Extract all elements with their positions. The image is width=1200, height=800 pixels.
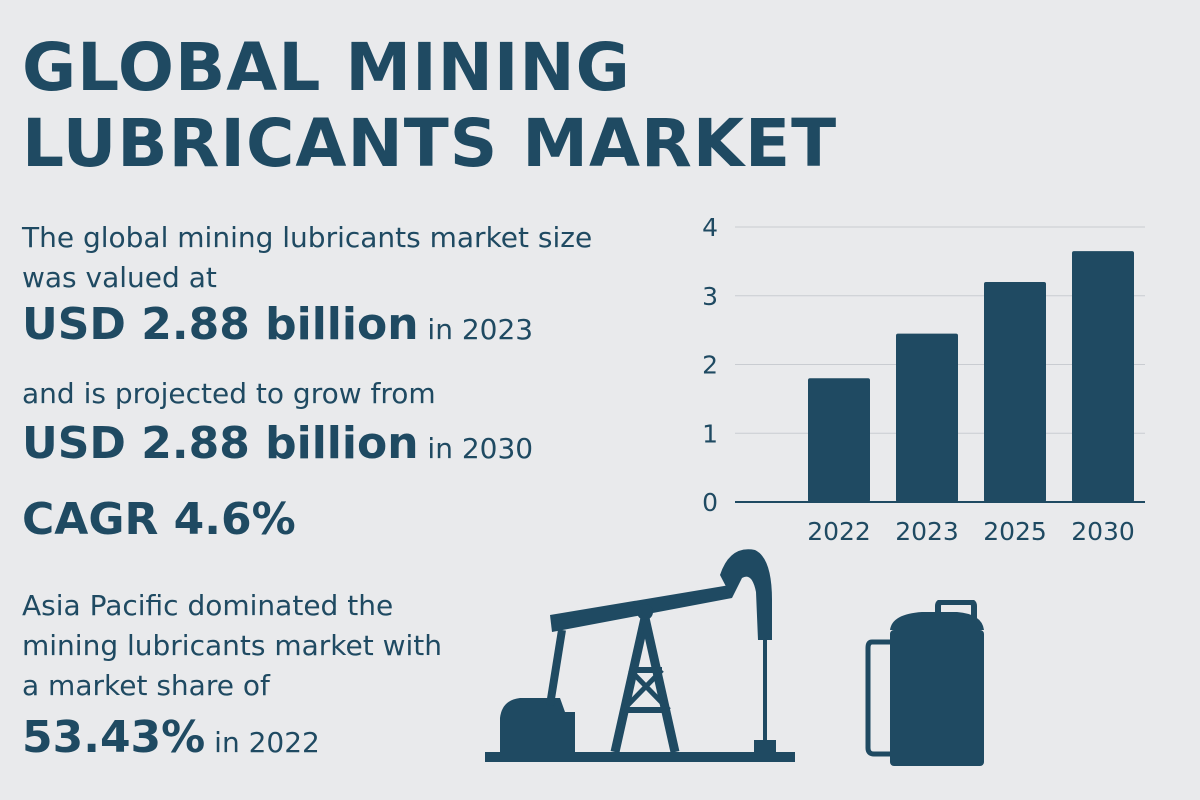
x-tick-label: 2025 <box>983 517 1047 546</box>
x-tick-label: 2022 <box>807 517 871 546</box>
y-tick-label: 0 <box>702 488 718 517</box>
y-axis-ticks: 0 1 2 3 4 <box>702 213 718 517</box>
chart-bars <box>808 251 1134 502</box>
intro-line-1: The global mining lubricants market size <box>22 221 593 254</box>
value-2030-amount: USD 2.88 billion <box>22 418 419 469</box>
intro-text: The global mining lubricants market size… <box>22 218 592 298</box>
x-tick-label: 2023 <box>895 517 959 546</box>
title-line-2: LUBRICANTS MARKET <box>22 105 838 182</box>
market-share-value: 53.43% <box>22 712 206 763</box>
page-title: GLOBAL MINING LUBRICANTS MARKET <box>22 30 837 182</box>
market-size-bar-chart: 0 1 2 3 4 2022 2023 2025 2030 <box>702 213 1145 546</box>
bar-2023 <box>896 333 958 502</box>
market-share: 53.43% in 2022 <box>22 716 320 763</box>
oil-pumpjack-icon <box>485 549 795 762</box>
y-tick-label: 1 <box>702 419 718 448</box>
bar-2030 <box>1072 251 1134 502</box>
y-tick-label: 2 <box>702 351 718 380</box>
y-tick-label: 4 <box>702 213 718 242</box>
asia-line-2: mining lubricants market with <box>22 629 443 662</box>
asia-pacific-text: Asia Pacific dominated the mining lubric… <box>22 586 442 706</box>
bar-2025 <box>984 282 1046 502</box>
growth-text: and is projected to grow from <box>22 377 436 410</box>
market-share-year: in 2022 <box>214 726 320 759</box>
oil-container-icon <box>865 600 984 766</box>
x-tick-label: 2030 <box>1071 517 1135 546</box>
cagr-value: CAGR 4.6% <box>22 494 296 545</box>
bar-2022 <box>808 378 870 502</box>
value-2023-year: in 2023 <box>427 313 534 346</box>
value-2023: USD 2.88 billion in 2023 <box>22 303 534 350</box>
x-axis-ticks: 2022 2023 2025 2030 <box>807 517 1135 546</box>
value-2023-amount: USD 2.88 billion <box>22 299 419 350</box>
asia-line-3: a market share of <box>22 669 270 702</box>
value-2030-year: in 2030 <box>427 432 534 465</box>
y-tick-label: 3 <box>702 282 718 311</box>
title-line-1: GLOBAL MINING <box>22 29 631 106</box>
value-2030: USD 2.88 billion in 2030 <box>22 422 534 469</box>
asia-line-1: Asia Pacific dominated the <box>22 589 394 622</box>
intro-line-2: was valued at <box>22 261 217 294</box>
